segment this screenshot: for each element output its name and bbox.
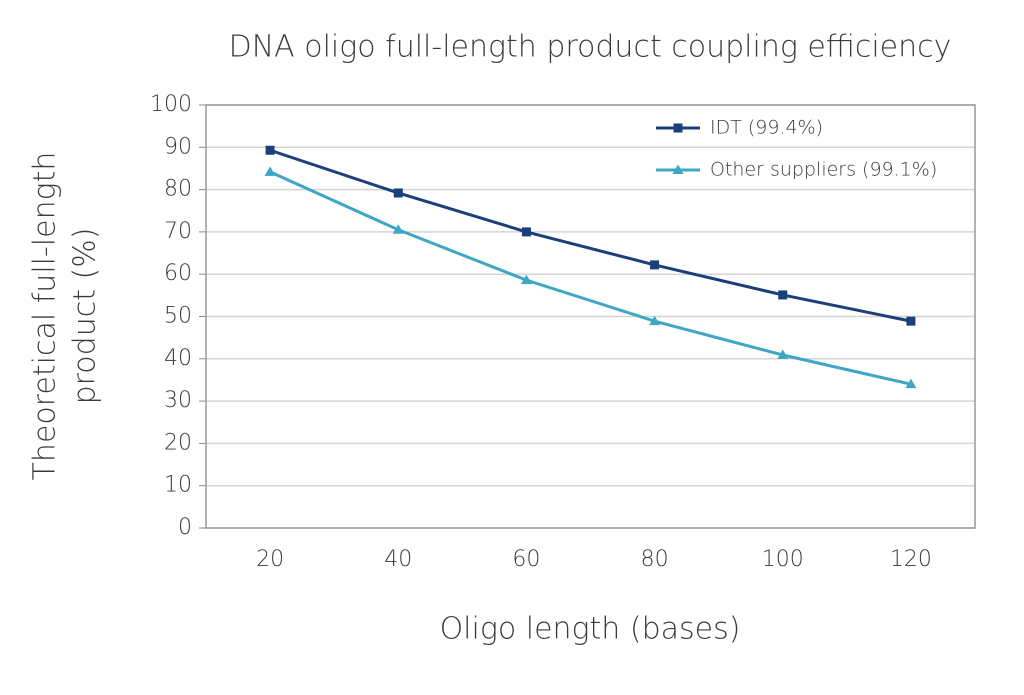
x-tick-label: 40: [384, 547, 412, 572]
x-tick-label: 20: [256, 547, 284, 572]
marker: [520, 274, 532, 285]
y-tick-label: 10: [164, 473, 192, 498]
marker: [650, 260, 660, 270]
marker: [778, 290, 788, 300]
x-tick-label: 60: [512, 547, 540, 572]
legend-label: IDT (99.4%): [710, 117, 823, 139]
plot-border: [205, 104, 976, 529]
marker: [521, 227, 531, 237]
x-axis-label: Oligo length (bases): [440, 612, 741, 647]
marker: [649, 315, 661, 326]
y-tick-label: 30: [164, 388, 192, 413]
y-tick-label: 0: [178, 515, 192, 540]
y-tick-label: 20: [164, 430, 192, 455]
marker: [673, 123, 683, 133]
marker: [393, 188, 403, 198]
series-line: [269, 148, 912, 323]
chart-title: DNA oligo full-length product coupling e…: [229, 30, 952, 65]
marker: [777, 349, 789, 359]
legend-label: Other suppliers (99.1%): [710, 159, 937, 181]
marker: [672, 164, 684, 174]
marker: [906, 316, 916, 326]
y-axis-label-line: product (%): [68, 228, 103, 405]
series-line: [269, 170, 912, 386]
y-axis-label-line: Theoretical full-length: [28, 152, 63, 481]
marker: [392, 224, 404, 234]
y-tick-label: 60: [164, 261, 192, 286]
x-tick-label: 100: [762, 547, 804, 572]
x-tick-label: 120: [890, 547, 932, 572]
marker: [264, 166, 276, 176]
x-tick-label: 80: [641, 547, 669, 572]
y-tick-label: 90: [164, 134, 192, 159]
y-tick-label: 40: [164, 346, 192, 371]
y-axis-label: Theoretical full-length product (%): [28, 152, 103, 481]
marker: [265, 145, 275, 155]
y-tick-label: 70: [164, 219, 192, 244]
y-tick-label: 100: [150, 92, 192, 117]
y-tick-label: 80: [164, 177, 192, 202]
marker: [905, 378, 917, 389]
y-tick-label: 50: [164, 304, 192, 329]
